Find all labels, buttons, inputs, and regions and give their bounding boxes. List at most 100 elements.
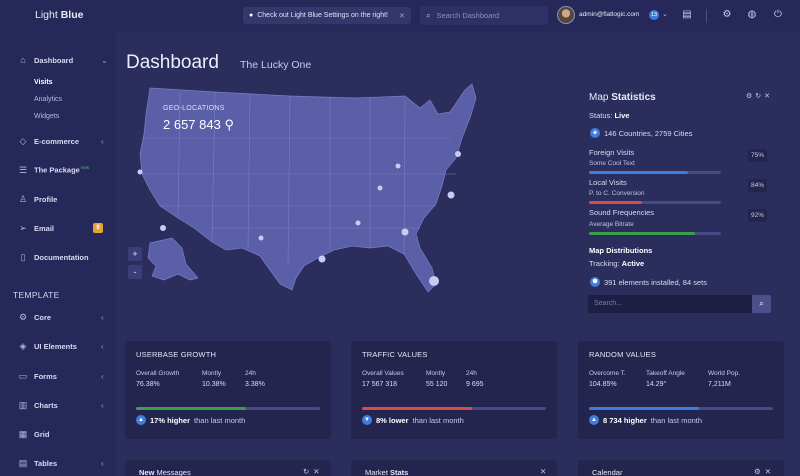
sidebar-item-forms[interactable]: ▭ Forms ‹ [0,367,116,385]
card-col-value: 104.85% [589,381,617,388]
sidebar-subitem-widgets[interactable]: Widgets [34,113,60,120]
card-footer: ▲ 17% higher than last month [136,415,245,425]
email-count-badge: 9 [93,223,103,233]
card-col-value: 3.38% [245,381,265,388]
chevron-down-icon[interactable]: ⌄ [662,11,668,18]
card-title: TRAFFIC VALUES [362,350,428,359]
user-icon: ♙ [18,193,28,204]
sidebar-item-documentation[interactable]: ▯ Documentation [0,248,116,266]
messages-icon[interactable]: ▤ [682,9,692,20]
close-icon[interactable]: ✕ [399,12,405,20]
installed-elements: 391 elements installed, 84 sets [604,278,707,287]
search-button[interactable]: ⌕ [752,295,771,313]
chevron-left-icon: ‹ [101,341,104,351]
document-icon: ▯ [20,251,26,262]
zoom-in-button[interactable]: + [128,247,142,261]
card-progress-fill [362,407,473,410]
geo-locations-label: GEO-LOCATIONS [163,105,225,112]
sidebar-item-dashboard[interactable]: ⌂ Dashboard ⌄ [0,51,116,69]
map-search-input[interactable]: Search... [588,295,752,313]
settings-gear-icon[interactable]: ⚙ [722,9,732,20]
sidebar-item-grid[interactable]: ▦ Grid [0,425,116,443]
sidebar-item-label: The Packagenew [34,165,90,175]
chevron-left-icon: ‹ [101,458,104,468]
card-progress-bar [136,407,320,410]
stat-label: Sound Frequencies [589,208,655,217]
sidebar-subitem-analytics[interactable]: Analytics [34,96,63,103]
us-map[interactable] [120,78,580,318]
stat-progress-fill [589,171,688,174]
sidebar-item-profile[interactable]: ♙ Profile [0,190,116,208]
top-bar: Light Blue ● Check out Light Blue Settin… [0,0,800,32]
sidebar-item-label: E-commerce [34,136,80,146]
form-icon: ▭ [18,370,28,381]
database-icon: ☰ [18,164,28,175]
sidebar-item-label: Tables [34,458,58,468]
globe-icon[interactable]: ◍ [747,9,757,20]
status-line: Status: Live [589,111,630,120]
widget-messages: New Messages ↻✕ [125,460,331,476]
diamond-icon: ◇ [19,135,27,146]
widget-controls[interactable]: ⚙↻✕ [746,92,773,100]
power-icon[interactable]: ⏻ [774,9,782,20]
map-pin-icon: ⚲ [224,117,234,132]
map-statistics-title: Map Statistics [589,92,656,103]
card-progress-fill [136,407,247,410]
sidebar-item-label: UI Elements [34,341,77,351]
page-subtitle: The Lucky One [240,59,312,71]
widget-title: Calendar [592,468,623,476]
card-col-header: 24h [466,370,477,377]
user-email[interactable]: admin@flatlogic.com [579,11,640,18]
stat-progress-bar [589,171,721,174]
sidebar-item-core[interactable]: ⚙ Core ‹ [0,308,116,326]
card-col-value: 10.38% [202,381,226,388]
grid-icon: ▦ [18,428,28,439]
card-footer: ▼ 8% lower than last month [362,415,464,425]
sidebar-item-label: Charts [34,400,58,410]
widget-market-stats: Market Stats ✕ [351,460,557,476]
stat-progress-bar [589,201,721,204]
new-tag: new [80,165,90,171]
card-col-header: Montly [426,370,446,377]
card-progress-bar [362,407,546,410]
sidebar-item-email[interactable]: ➢ Email [0,219,116,237]
stat-label: Local Visits [589,178,627,187]
card-title: USERBASE GROWTH [136,350,217,359]
zoom-out-button[interactable]: - [128,265,142,279]
notification-count-badge[interactable]: 13 [649,10,659,20]
card-col-header: Overall Growth [136,370,180,377]
dashboard-search-input[interactable]: ⌕ Search Dashboard [420,6,548,25]
avatar[interactable] [557,6,575,24]
close-icon: ✕ [764,467,776,476]
info-icon: ● [249,12,254,19]
chevron-left-icon: ‹ [101,136,104,146]
sidebar-item-label: Dashboard [34,55,74,65]
widget-controls[interactable]: ⚙✕ [754,467,775,476]
sidebar-item-tables[interactable]: ▤ Tables ‹ [0,454,116,472]
app-logo[interactable]: Light Blue [35,9,84,21]
sidebar-item-package[interactable]: ☰ The Packagenew [0,161,116,179]
sidebar-item-label: Core [34,312,52,322]
card-random-values: RANDOM VALUES Overcome T. Takeoff Angle … [578,341,784,439]
section-label-template: TEMPLATE [13,290,60,300]
settings-notice[interactable]: ● Check out Light Blue Settings on the r… [243,7,411,24]
card-col-header: 24h [245,370,256,377]
tracking-line: Tracking: Active [589,259,645,268]
search-placeholder: Search Dashboard [436,11,500,20]
card-col-value: 9 695 [466,381,484,388]
cube-icon: ⬢ [590,277,600,287]
sidebar-item-charts[interactable]: ▥ Charts ‹ [0,396,116,414]
settings-gear-icon: ⚙ [754,467,765,476]
sidebar-subitem-visits[interactable]: Visits [34,79,53,86]
card-col-value: 14.29° [646,381,667,388]
chevron-left-icon: ‹ [101,400,104,410]
card-progress-bar [589,407,773,410]
close-icon[interactable]: ✕ [540,467,551,476]
sidebar-item-ecommerce[interactable]: ◇ E-commerce ‹ [0,132,116,150]
sidebar-item-label: Documentation [34,252,89,262]
stat-percent-badge: 84% [748,179,767,192]
widget-controls[interactable]: ↻✕ [303,467,324,476]
chevron-left-icon: ‹ [101,312,104,322]
sidebar-item-ui-elements[interactable]: ◈ UI Elements ‹ [0,337,116,355]
arrow-up-icon: ▲ [589,415,599,425]
